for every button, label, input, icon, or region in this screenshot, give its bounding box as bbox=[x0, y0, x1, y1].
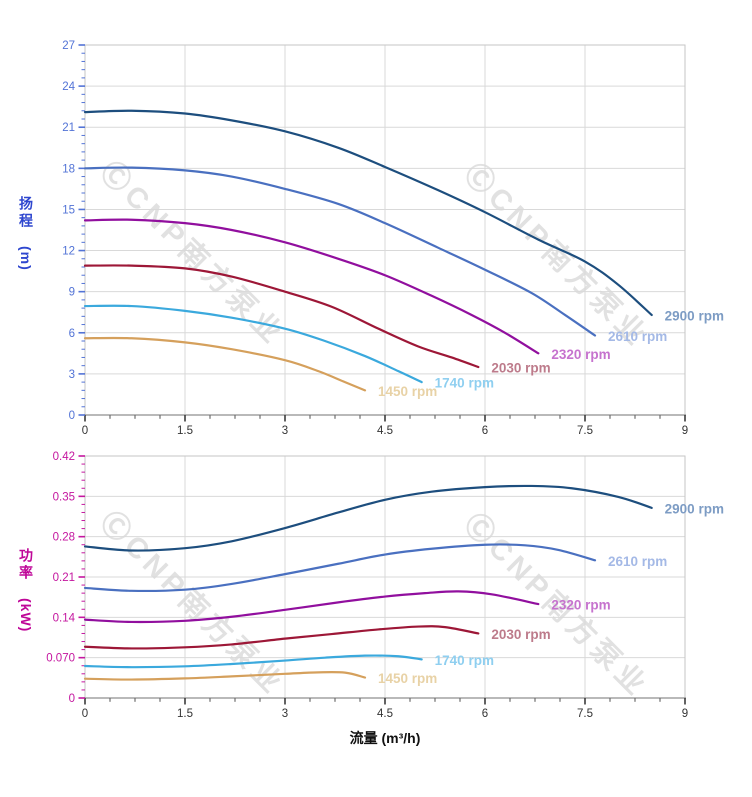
x-tick-label: 9 bbox=[682, 708, 688, 720]
head-curve-label-1740-rpm: 1740 rpm bbox=[435, 376, 494, 391]
power-y-axis: 0 0.070 0.14 0.21 0.28 0.35 0.42 bbox=[46, 451, 85, 705]
head-curve-label-1450-rpm: 1450 rpm bbox=[378, 384, 437, 399]
power-curve-label-2900-rpm: 2900 rpm bbox=[665, 501, 724, 516]
head-curve-label-2320-rpm: 2320 rpm bbox=[551, 347, 610, 362]
head-y-axis: 0 3 6 9 12 15 18 21 24 27 bbox=[62, 40, 85, 422]
head-y-tick-label: 9 bbox=[69, 287, 75, 299]
head-curve-label-2610-rpm: 2610 rpm bbox=[608, 329, 667, 344]
head-y-tick-label: 15 bbox=[62, 204, 75, 216]
power-axis-title: 功率 (kW) bbox=[18, 548, 34, 633]
power-curve-1740-rpm bbox=[83, 654, 423, 669]
head-chart: 0 1.5 3 4.5 6 7.5 9 0 3 6 9 12 15 18 21 24 27 2900 rpm 261… bbox=[62, 40, 724, 437]
x-tick-label: 9 bbox=[682, 425, 688, 437]
head-y-tick-label: 27 bbox=[62, 40, 75, 52]
head-axis-title: 扬程 (m) bbox=[18, 196, 34, 271]
x-tick-label: 7.5 bbox=[577, 425, 593, 437]
head-curve-label-2030-rpm: 2030 rpm bbox=[491, 361, 550, 376]
head-y-tick-label: 0 bbox=[69, 410, 75, 422]
x-tick-label: 6 bbox=[482, 425, 488, 437]
power-curve-1450-rpm bbox=[83, 671, 367, 681]
head-axis-unit: (m) bbox=[18, 245, 34, 271]
x-tick-label: 1.5 bbox=[177, 708, 193, 720]
head-curve-2030-rpm bbox=[83, 264, 480, 369]
head-curve-1450-rpm bbox=[83, 336, 367, 392]
x-tick-label: 6 bbox=[482, 708, 488, 720]
power-axis-unit: (kW) bbox=[18, 597, 34, 633]
x-tick-label: 0 bbox=[82, 425, 88, 437]
head-y-tick-label: 6 bbox=[69, 328, 75, 340]
x-tick-label: 3 bbox=[282, 425, 288, 437]
head-y-tick-label: 12 bbox=[62, 246, 75, 258]
power-curve-2320-rpm bbox=[83, 590, 540, 624]
power-axis-title-text: 功率 bbox=[18, 548, 34, 582]
flow-axis-title: 流量 (m³/h) bbox=[349, 730, 421, 746]
head-curve-label-2900-rpm: 2900 rpm bbox=[665, 308, 724, 323]
power-curve-label-2320-rpm: 2320 rpm bbox=[551, 598, 610, 613]
x-tick-label: 3 bbox=[282, 708, 288, 720]
head-curve-2320-rpm bbox=[83, 218, 540, 355]
power-y-tick-label: 0.070 bbox=[46, 653, 75, 665]
head-axis-title-text: 扬程 bbox=[18, 196, 34, 230]
head-curve-1740-rpm bbox=[83, 304, 423, 384]
head-curve-2900-rpm bbox=[83, 109, 653, 317]
head-x-axis: 0 1.5 3 4.5 6 7.5 9 bbox=[82, 414, 688, 437]
x-tick-label: 4.5 bbox=[377, 425, 393, 437]
power-curve-2900-rpm bbox=[83, 484, 653, 552]
head-y-tick-label: 3 bbox=[69, 369, 75, 381]
power-x-axis: 0 1.5 3 4.5 6 7.5 9 bbox=[82, 697, 688, 720]
power-y-tick-label: 0.14 bbox=[53, 612, 76, 624]
power-curve-2030-rpm bbox=[83, 625, 480, 650]
x-tick-label: 0 bbox=[82, 708, 88, 720]
head-y-tick-label: 24 bbox=[62, 81, 75, 93]
power-y-tick-label: 0 bbox=[69, 693, 75, 705]
head-y-tick-label: 18 bbox=[62, 163, 75, 175]
power-curve-label-1450-rpm: 1450 rpm bbox=[378, 671, 437, 686]
power-y-tick-label: 0.35 bbox=[53, 491, 75, 503]
power-chart: 0 1.5 3 4.5 6 7.5 9 0 0.070 0.14 0.21 0.28 0.35 0.42 2… bbox=[46, 451, 724, 720]
x-tick-label: 7.5 bbox=[577, 708, 593, 720]
x-tick-label: 1.5 bbox=[177, 425, 193, 437]
power-y-tick-label: 0.21 bbox=[53, 572, 75, 584]
power-curve-label-2030-rpm: 2030 rpm bbox=[491, 627, 550, 642]
power-curve-label-1740-rpm: 1740 rpm bbox=[435, 653, 494, 668]
power-curve-label-2610-rpm: 2610 rpm bbox=[608, 554, 667, 569]
head-curve-2610-rpm bbox=[83, 166, 597, 337]
power-y-tick-label: 0.42 bbox=[53, 451, 75, 463]
power-y-tick-label: 0.28 bbox=[53, 532, 75, 544]
power-curve-2610-rpm bbox=[83, 543, 597, 593]
head-y-tick-label: 21 bbox=[62, 122, 75, 134]
head-gridlines bbox=[84, 44, 686, 416]
x-tick-label: 4.5 bbox=[377, 708, 393, 720]
